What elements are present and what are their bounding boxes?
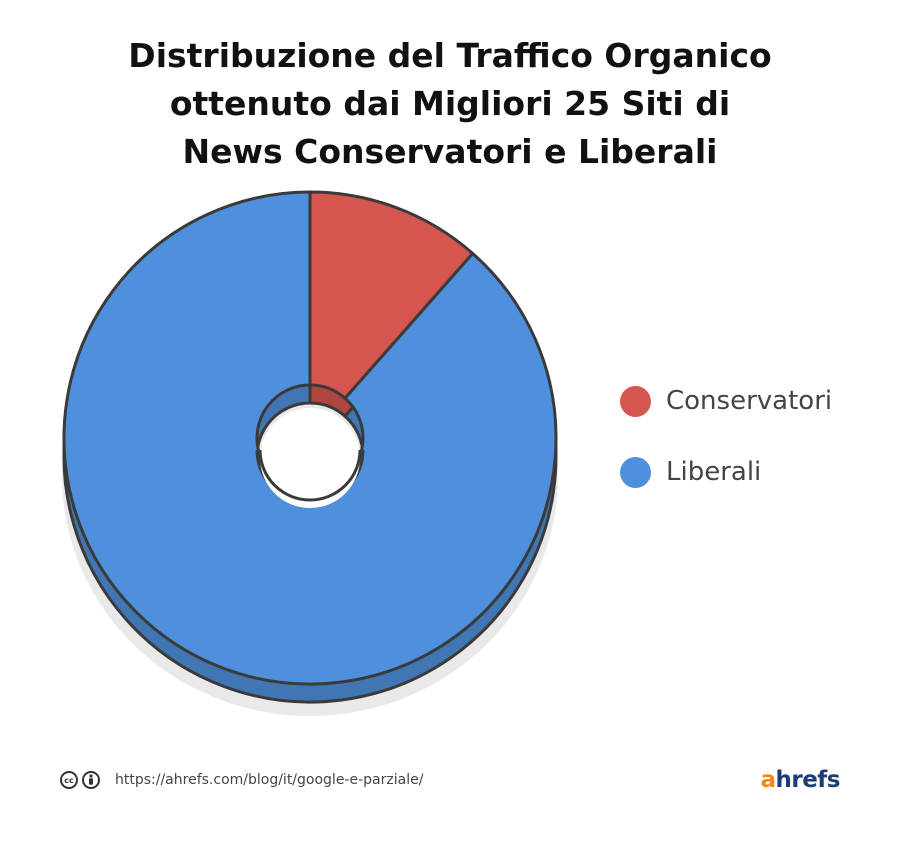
source-url[interactable]: https://ahrefs.com/blog/it/google-e-parz…	[115, 772, 424, 788]
footer: cc https://ahrefs.com/blog/it/google-e-p…	[60, 767, 840, 793]
legend-item-conservatori: Conservatori	[620, 383, 832, 419]
legend-label: Liberali	[666, 457, 762, 487]
donut-hole	[260, 408, 360, 508]
ahrefs-logo: ahrefs	[760, 767, 840, 793]
attribution-icon	[82, 771, 100, 789]
pie-slice-conservatori	[308, 190, 475, 400]
donut-hole-rim	[258, 449, 362, 502]
legend-swatch	[620, 456, 651, 488]
legend-item-liberali: Liberali	[620, 454, 832, 490]
creative-commons-icon: cc	[60, 771, 78, 789]
chart-title-line: News Conservatori e Liberali	[182, 132, 718, 171]
legend-swatch	[620, 385, 651, 417]
chart-title-line: Distribuzione del Traffico Organico	[128, 36, 772, 75]
chart-title-line: ottenuto dai Migliori 25 Siti di	[169, 84, 731, 123]
legend: Conservatori Liberali	[620, 383, 832, 525]
chart-title: Distribuzione del Traffico Organico otte…	[0, 32, 900, 176]
legend-label: Conservatori	[666, 386, 833, 416]
license-icons: cc	[60, 771, 100, 789]
